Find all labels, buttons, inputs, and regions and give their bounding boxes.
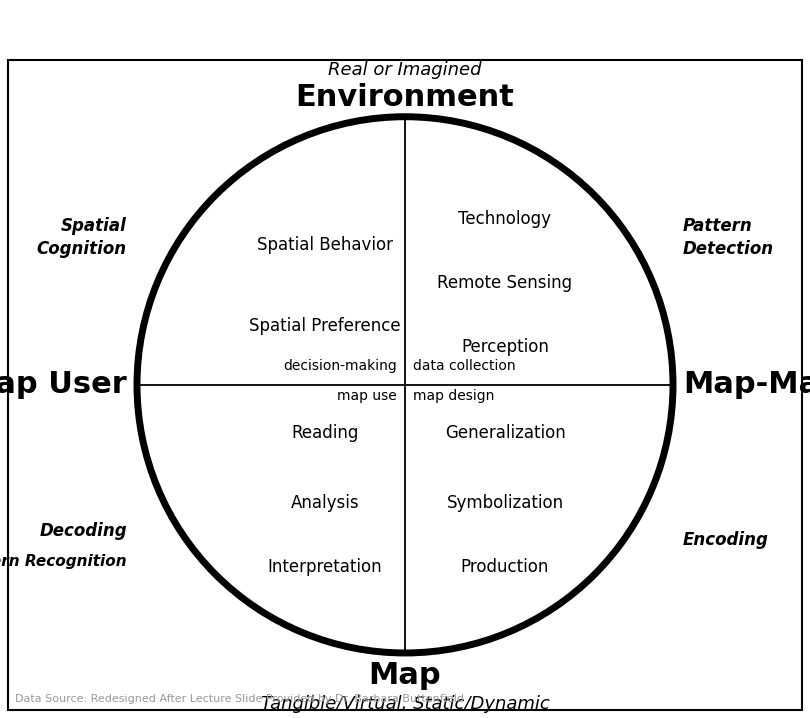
Text: Technology: Technology [458,210,552,228]
Text: Map User: Map User [0,370,127,399]
Text: Reading: Reading [292,424,359,442]
Text: Map-Maker: Map-Maker [683,370,810,399]
Text: Remote Sensing: Remote Sensing [437,274,573,292]
Text: Decoding: Decoding [40,523,127,541]
Text: data collection: data collection [413,359,516,373]
Text: The Cartographic Process: The Cartographic Process [11,16,313,36]
Text: Symbolization: Symbolization [446,494,564,512]
Text: Spatial Behavior: Spatial Behavior [257,236,393,254]
Text: Perception: Perception [461,338,549,356]
Text: Generalization: Generalization [445,424,565,442]
Text: Spatial
Cognition: Spatial Cognition [37,217,127,258]
Text: map use: map use [337,389,397,403]
Text: decision-making: decision-making [284,359,397,373]
Text: Real or Imagined: Real or Imagined [328,61,482,79]
Text: Analysis: Analysis [291,494,360,512]
Text: Spatial Preference: Spatial Preference [249,317,401,335]
Text: Production: Production [461,558,549,576]
Text: map design: map design [413,389,494,403]
Text: Map: Map [369,661,441,690]
Text: Interpretation: Interpretation [267,558,382,576]
Text: Pattern
Detection: Pattern Detection [683,217,774,258]
Text: Data Source: Redesigned After Lecture Slide Provided by Dr. Barbara Buttenfield: Data Source: Redesigned After Lecture Sl… [15,694,464,704]
Text: Environment: Environment [296,83,514,112]
Text: Pattern Recognition: Pattern Recognition [0,554,127,569]
Text: Tangible/Virtual, Static/Dynamic: Tangible/Virtual, Static/Dynamic [261,695,549,713]
Text: Encoding: Encoding [683,531,769,549]
